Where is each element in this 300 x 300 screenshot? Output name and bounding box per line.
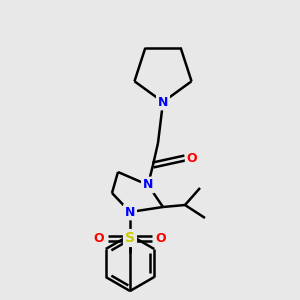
Text: O: O <box>156 232 166 244</box>
Text: N: N <box>125 206 135 218</box>
Text: O: O <box>187 152 197 164</box>
Text: S: S <box>125 231 135 245</box>
Text: N: N <box>158 95 168 109</box>
Text: N: N <box>143 178 153 191</box>
Text: O: O <box>94 232 104 244</box>
